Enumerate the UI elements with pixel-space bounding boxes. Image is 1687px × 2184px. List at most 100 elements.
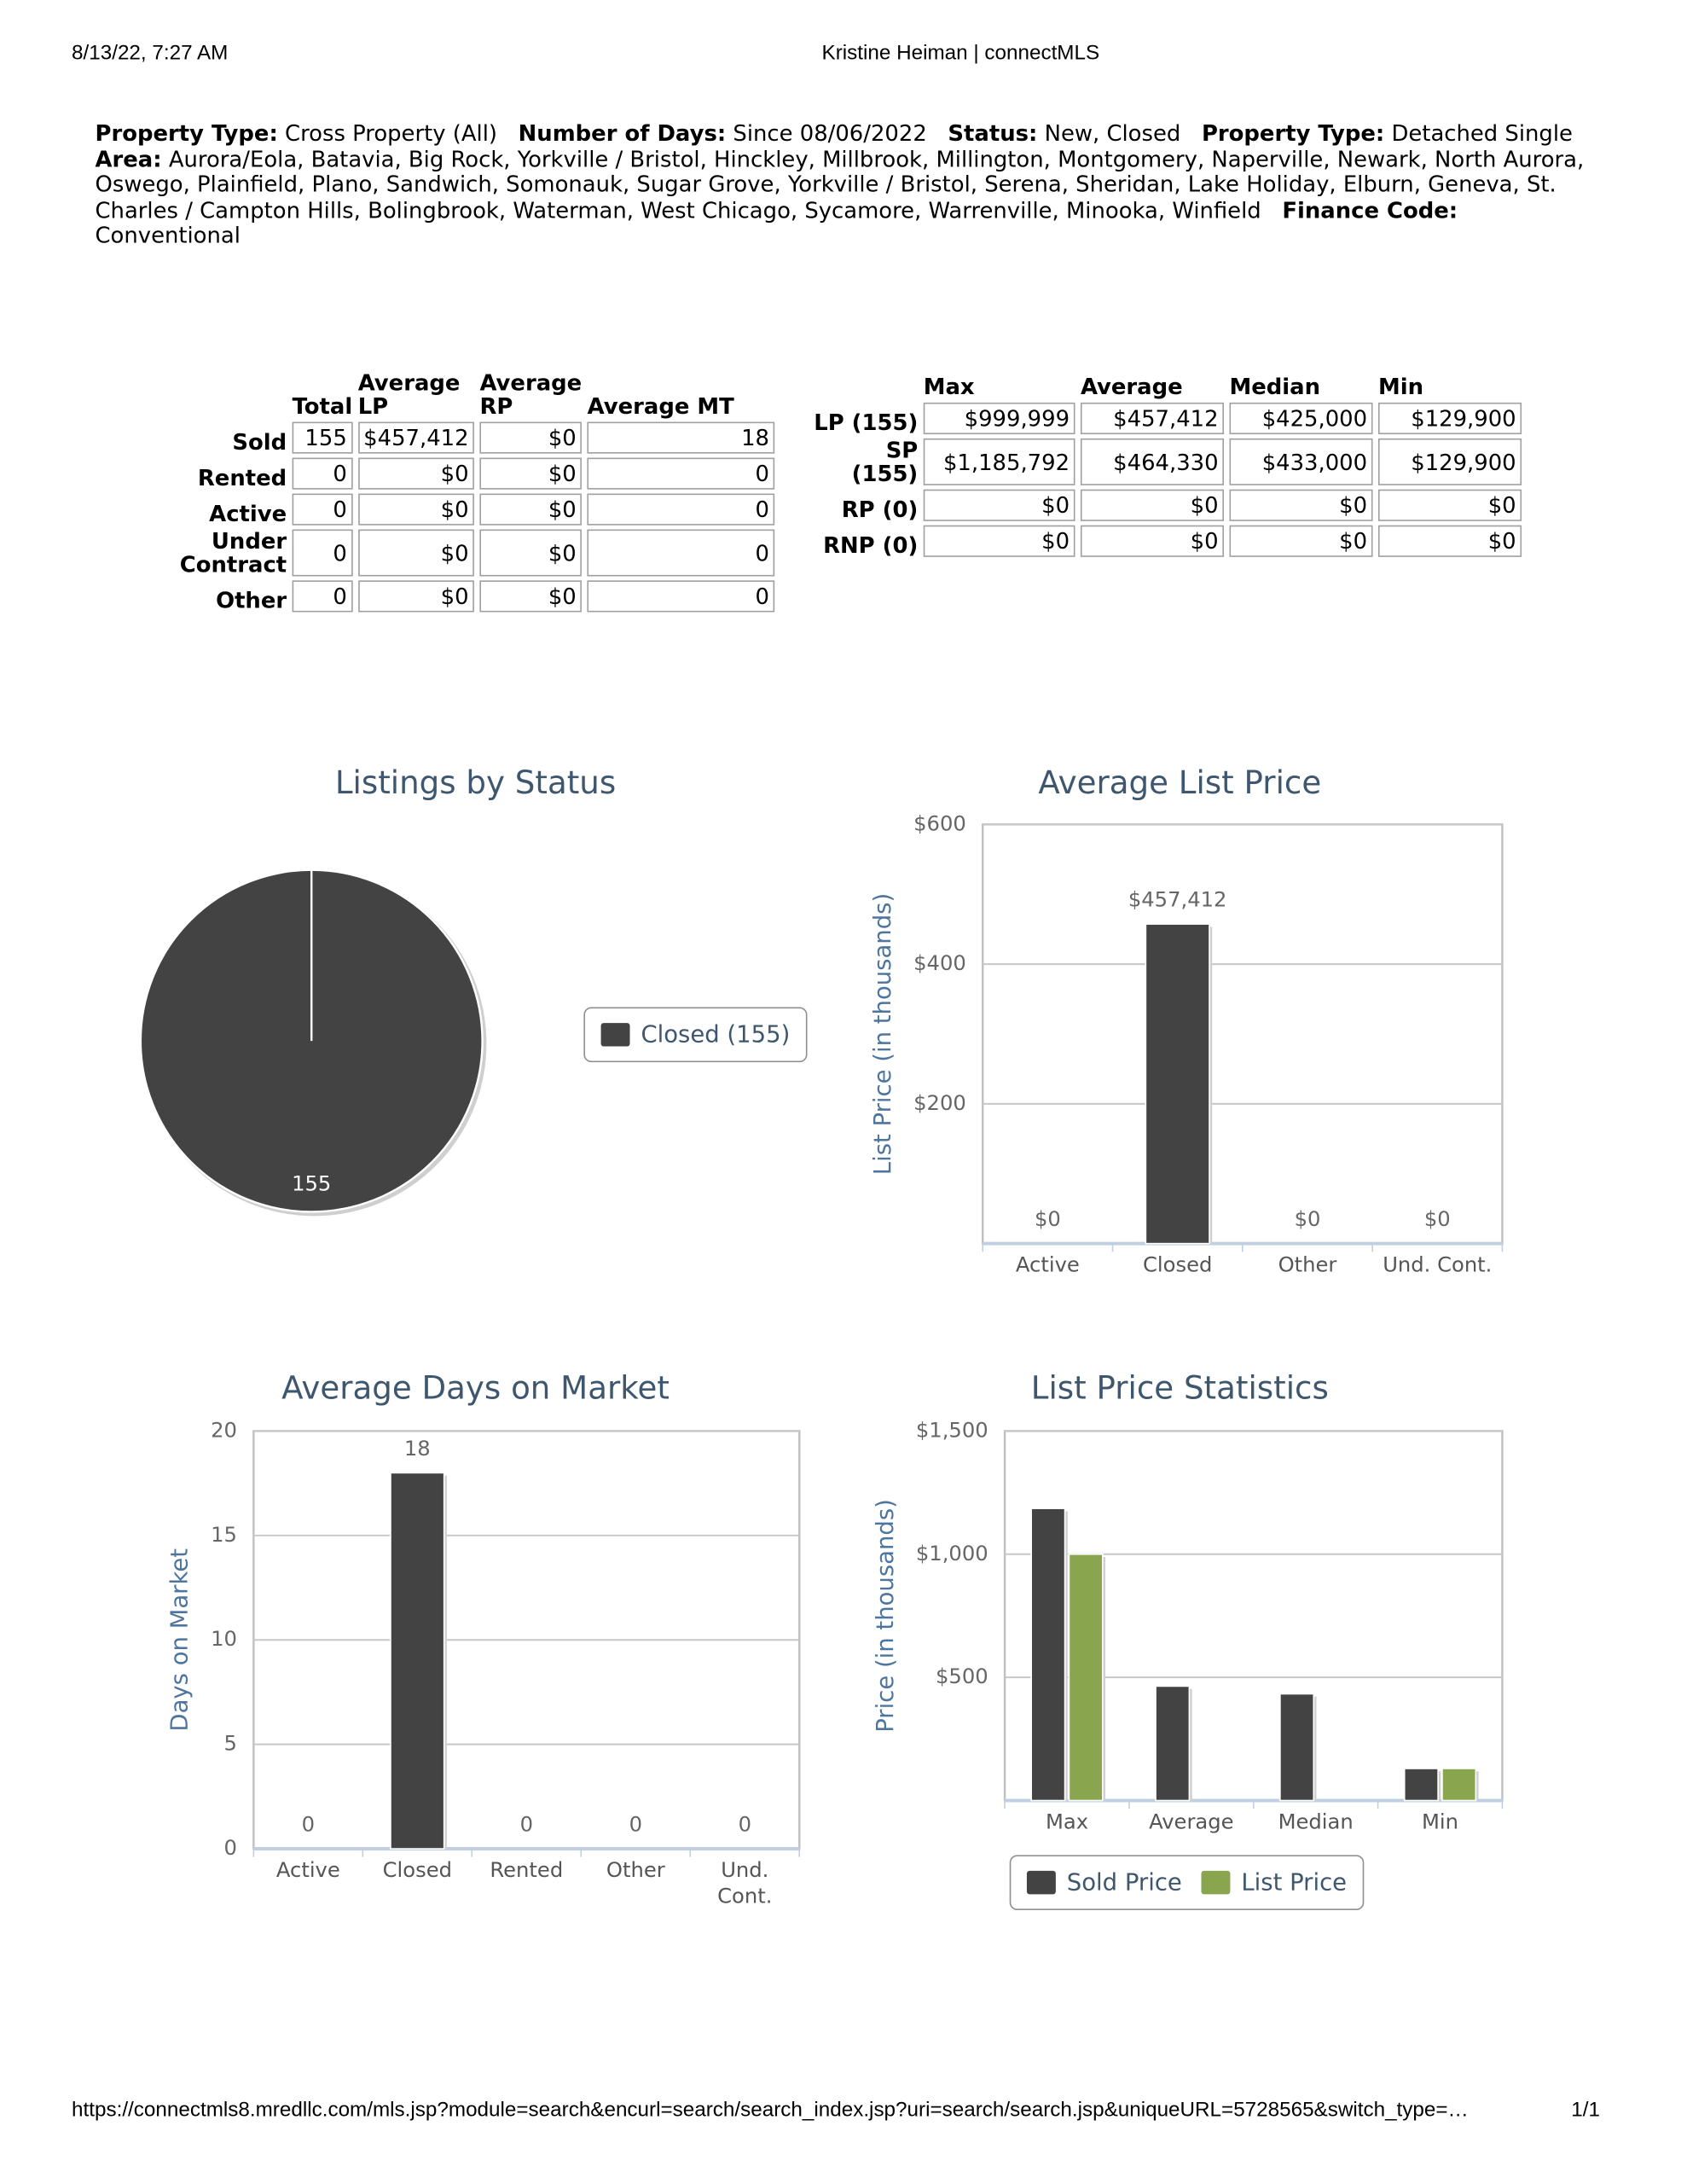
y-axis-title: List Price (in thousands) <box>870 893 896 1175</box>
header-row: Total Average LP Average RP Average MT <box>99 371 774 418</box>
table-cell: $0 <box>1229 489 1373 521</box>
row-label: Rented <box>197 464 287 491</box>
page-number: 1/1 <box>1571 2098 1600 2123</box>
data-label: 18 <box>404 1436 431 1461</box>
data-label: 0 <box>629 1812 642 1837</box>
column-header: Average <box>1080 373 1183 400</box>
criteria-value: New, Closed <box>1044 119 1181 147</box>
table-row: SP (155) $1,185,792 $464,330 $433,000 $129,9… <box>813 437 1522 487</box>
table-row: Rented 0 $0 $0 0 <box>99 457 775 491</box>
bar <box>1441 1768 1477 1802</box>
legend-swatch <box>600 1023 630 1047</box>
data-label: $0 <box>1424 1206 1451 1231</box>
table-row: RP (0) $0 $0 $0 $0 <box>813 489 1522 521</box>
stats-table: Max Average Median Min LP (155) $999,999 $457,… <box>808 371 1528 561</box>
table-row: RNP (0) $0 $0 $0 $0 <box>813 525 1522 557</box>
chart-title: Average List Price <box>1038 764 1321 801</box>
stats-table: Total Average LP Average RP Average MT Sold 1… <box>94 367 780 616</box>
criteria-label: Area: <box>95 145 162 172</box>
table-cell: 0 <box>292 493 353 526</box>
x-tick-label: Active <box>276 1857 340 1882</box>
bar <box>390 1472 445 1850</box>
column-header: Average MT <box>587 392 734 420</box>
plot-border <box>982 823 1504 1245</box>
bar <box>1030 1507 1066 1802</box>
criteria-label: Finance Code: <box>1282 196 1458 223</box>
bar <box>1279 1693 1315 1802</box>
table-cell: 0 <box>587 529 775 577</box>
criteria-label: Status: <box>948 119 1038 147</box>
x-tick-label: Max <box>1046 1809 1088 1833</box>
x-tick-label: Average <box>1149 1809 1234 1833</box>
bar <box>1403 1768 1439 1802</box>
data-label: $0 <box>1035 1206 1061 1231</box>
data-label: $457,412 <box>1128 887 1227 912</box>
criteria-value: Cross Property (All) <box>285 119 498 147</box>
data-label: 0 <box>520 1812 533 1837</box>
legend-label: Closed (155) <box>641 1022 790 1048</box>
table-cell: $0 <box>479 457 583 490</box>
table-cell: $0 <box>923 525 1075 557</box>
data-label: 0 <box>739 1812 751 1837</box>
x-tick-label: Active <box>1016 1252 1080 1276</box>
table-cell: $0 <box>479 529 583 577</box>
row-label: Other <box>216 587 287 614</box>
row-label: LP (155) <box>814 409 919 436</box>
table-cell: 0 <box>587 580 775 613</box>
criteria-value: Conventional <box>95 222 241 248</box>
y-tick-label: 15 <box>211 1522 237 1547</box>
x-tick-label-line: Und. <box>721 1857 768 1882</box>
y-tick-label: 10 <box>211 1626 237 1651</box>
row-label: SP (155) <box>851 437 919 487</box>
criteria-value: Detached Single <box>1391 119 1573 147</box>
x-tick-label: Other <box>606 1857 665 1882</box>
table-cell: $0 <box>479 580 583 613</box>
chart-title: Average Days on Market <box>281 1369 670 1406</box>
column-header: Max <box>923 373 975 400</box>
y-tick-label: 5 <box>224 1731 237 1756</box>
table-cell: 0 <box>292 580 353 613</box>
x-tick-label: Rented <box>490 1857 563 1882</box>
x-tick-label: Und. Cont. <box>1383 1252 1492 1276</box>
table-cell: $0 <box>479 421 583 454</box>
data-label: $0 <box>1295 1206 1321 1231</box>
x-tick-label: Median <box>1278 1809 1354 1833</box>
table-row: Other 0 $0 $0 0 <box>99 580 775 614</box>
row-label: Active <box>209 500 287 527</box>
legend-box <box>1009 1855 1365 1910</box>
table-cell: $0 <box>1229 525 1373 557</box>
table-cell: 155 <box>292 421 353 454</box>
table-cell: $457,412 <box>1080 402 1225 435</box>
y-tick-label: 20 <box>211 1417 237 1442</box>
table-row: Active 0 $0 $0 0 <box>99 493 775 527</box>
table-cell: $425,000 <box>1229 402 1373 435</box>
row-label: Sold <box>232 428 287 456</box>
bar <box>1155 1685 1191 1802</box>
table-cell: $464,330 <box>1080 438 1225 485</box>
page-title: Kristine Heiman | connectMLS <box>821 41 1100 65</box>
column-header: Median <box>1229 373 1320 400</box>
table-cell: $433,000 <box>1229 438 1373 485</box>
x-tick-label: Min <box>1422 1809 1458 1833</box>
x-tick-label: Und. Cont. <box>717 1857 772 1908</box>
table-cell: $0 <box>923 489 1075 521</box>
bar <box>1145 923 1210 1245</box>
table-row: Under Contract 0 $0 $0 0 <box>99 529 775 577</box>
corner-cell <box>813 375 918 398</box>
table-cell: $129,900 <box>1378 402 1522 435</box>
table-cell: $0 <box>1378 489 1522 521</box>
criteria-value: Since 08/06/2022 <box>733 119 927 147</box>
table-cell: $999,999 <box>923 402 1075 435</box>
bar <box>1068 1553 1104 1802</box>
legend-label: List Price <box>1241 1869 1347 1896</box>
corner-cell <box>99 371 287 418</box>
x-tick-label-line: Cont. <box>717 1884 772 1908</box>
table-cell: 0 <box>292 529 353 577</box>
legend: Closed (155) <box>583 1007 808 1063</box>
legend: Sold Price List Price <box>1009 1855 1365 1910</box>
y-tick-label: $400 <box>913 950 966 975</box>
y-axis-title: Price (in thousands) <box>872 1499 899 1733</box>
table-cell: $0 <box>357 580 475 613</box>
table-cell: 0 <box>587 457 775 490</box>
